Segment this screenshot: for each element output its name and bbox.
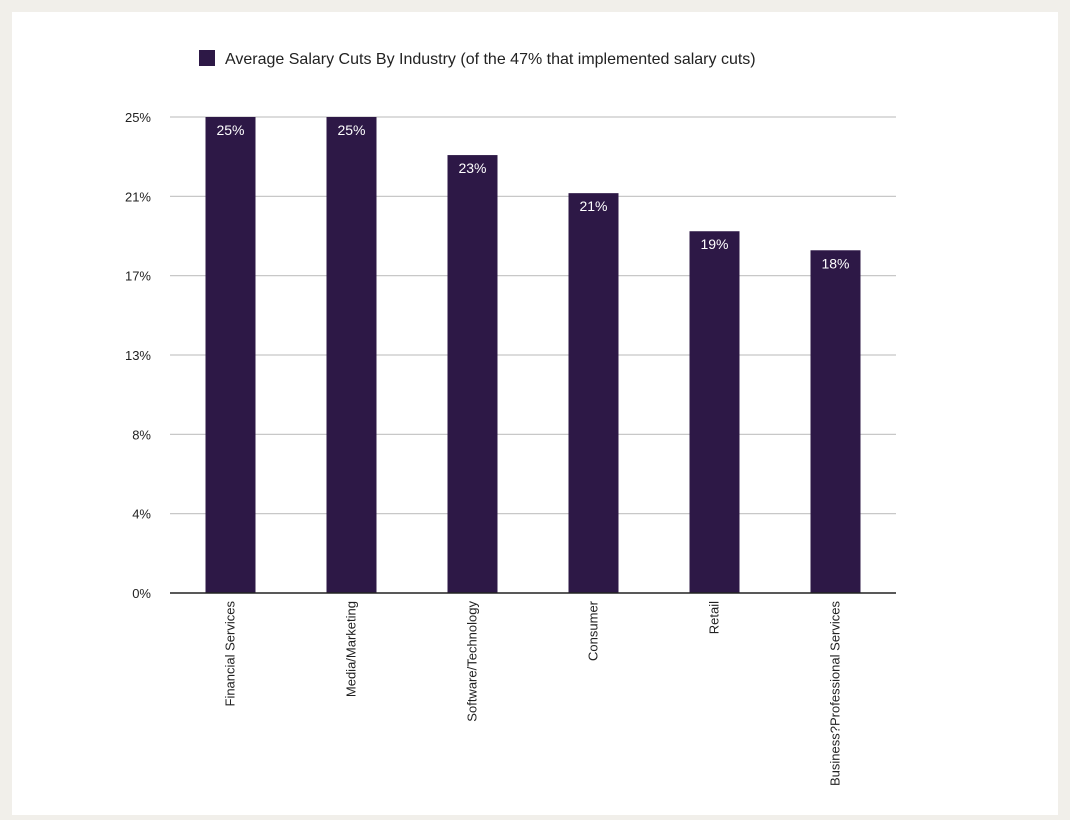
y-tick-label: 4% [132,507,151,522]
bar-value-label: 25% [337,122,365,138]
legend-label: Average Salary Cuts By Industry (of the … [225,51,756,68]
chart-frame: 25% 25% 23% 21% 19% 18% 0% 4% 8% 13% 17% 21% 25% Fin… [12,12,1058,815]
bar-value-label: 23% [458,160,486,176]
y-tick-label: 13% [125,348,151,363]
bar [689,231,740,594]
x-category-label: Software/Technology [465,601,480,722]
axes: 0% 4% 8% 13% 17% 21% 25% Financial Services Medi… [125,110,896,786]
bar [568,193,619,593]
x-category-label: Consumer [586,600,601,661]
x-category-label: Retail [707,601,722,634]
x-category-label: Media/Marketing [344,601,359,697]
y-tick-label: 25% [125,110,151,125]
bar [447,155,498,593]
bars: 25% 25% 23% 21% 19% 18% [205,117,861,594]
y-tick-label: 21% [125,189,151,204]
bar-value-label: 21% [579,198,607,214]
y-tick-label: 8% [132,427,151,442]
legend-swatch [199,50,215,66]
y-tick-label: 17% [125,269,151,284]
x-category-label: Financial Services [223,601,238,707]
legend: Average Salary Cuts By Industry (of the … [199,50,756,68]
y-tick-label: 0% [132,586,151,601]
bar-value-label: 25% [216,122,244,138]
bar-value-label: 19% [700,236,728,252]
bar-value-label: 18% [821,255,849,271]
bar-chart: 25% 25% 23% 21% 19% 18% 0% 4% 8% 13% 17% 21% 25% Fin… [125,50,896,786]
bar [326,117,377,593]
grid-lines [170,116,896,515]
x-category-label: Business?Professional Services [828,601,843,786]
bar [810,250,861,593]
bar [205,117,256,593]
